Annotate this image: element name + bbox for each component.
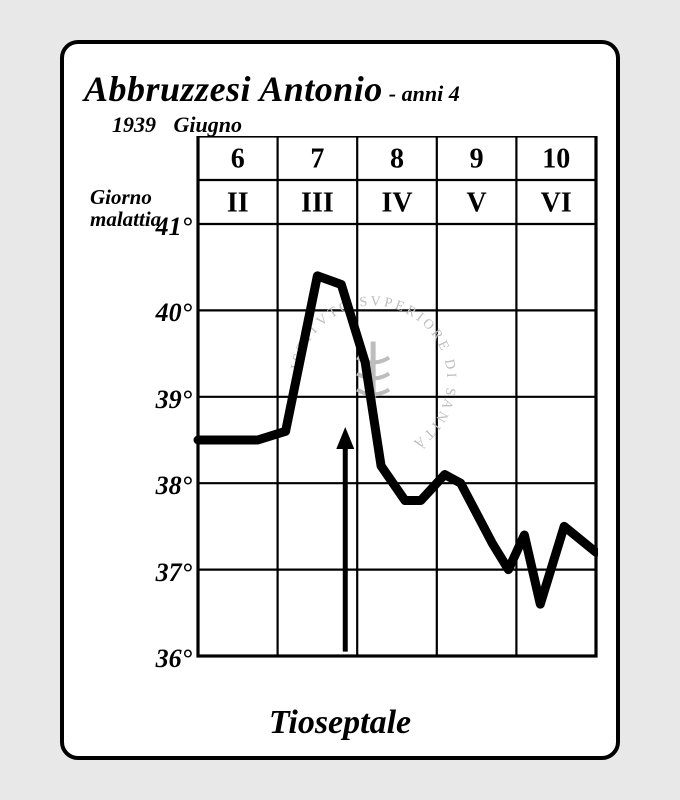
svg-text:III: III: [301, 188, 334, 219]
svg-text:7: 7: [310, 144, 324, 175]
y-tick-label: 41°: [138, 212, 192, 242]
year-label: 1939: [112, 112, 156, 137]
svg-text:8: 8: [390, 144, 404, 175]
date-row: 1939 Giugno: [112, 112, 596, 138]
patient-name: Abbruzzesi Antonio: [84, 69, 383, 109]
y-tick-label: 38°: [138, 471, 192, 501]
svg-text:9: 9: [470, 144, 484, 175]
y-tick-label: 37°: [138, 558, 192, 588]
y-tick-label: 36°: [138, 644, 192, 674]
y-axis-label-1: Giorno: [90, 186, 152, 208]
svg-text:VI: VI: [541, 188, 572, 219]
svg-text:10: 10: [542, 144, 570, 175]
svg-text:IV: IV: [381, 188, 412, 219]
title-row: Abbruzzesi Antonio - anni 4: [84, 68, 596, 110]
chart-area: 678910IIIIIIVVVIISTITVTO SVPERIORE DI SA…: [90, 136, 590, 700]
y-tick-label: 39°: [138, 385, 192, 415]
svg-text:V: V: [466, 188, 486, 219]
y-tick-label: 40°: [138, 298, 192, 328]
chart-card: Abbruzzesi Antonio - anni 4 1939 Giugno …: [60, 40, 620, 760]
month-label: Giugno: [174, 112, 242, 137]
age-label: - anni 4: [389, 81, 460, 106]
svg-text:6: 6: [231, 144, 245, 175]
treatment-label: Tioseptale: [64, 704, 616, 742]
svg-text:II: II: [227, 188, 249, 219]
